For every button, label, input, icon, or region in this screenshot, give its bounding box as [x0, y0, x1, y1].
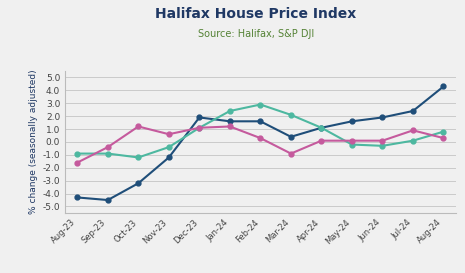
Monthly % Change	[135, 125, 141, 128]
3 Month on 3 Month
% Change	[349, 143, 355, 146]
Annual % Change	[197, 116, 202, 119]
3 Month on 3 Month
% Change	[288, 113, 294, 117]
Monthly % Change	[74, 161, 80, 164]
Annual % Change	[319, 126, 324, 129]
3 Month on 3 Month
% Change	[441, 130, 446, 133]
3 Month on 3 Month
% Change	[410, 139, 416, 142]
Line: 3 Month on 3 Month
% Change: 3 Month on 3 Month % Change	[75, 102, 446, 160]
Annual % Change	[74, 196, 80, 199]
Monthly % Change	[319, 139, 324, 142]
Annual % Change	[105, 198, 111, 202]
Monthly % Change	[258, 136, 263, 140]
Monthly % Change	[166, 133, 172, 136]
Annual % Change	[258, 120, 263, 123]
3 Month on 3 Month
% Change	[379, 144, 385, 147]
3 Month on 3 Month
% Change	[227, 109, 232, 113]
3 Month on 3 Month
% Change	[135, 156, 141, 159]
Text: Halifax House Price Index: Halifax House Price Index	[155, 7, 356, 21]
Annual % Change	[166, 156, 172, 159]
Annual % Change	[135, 182, 141, 185]
3 Month on 3 Month
% Change	[319, 126, 324, 129]
Monthly % Change	[227, 125, 232, 128]
3 Month on 3 Month
% Change	[166, 146, 172, 149]
3 Month on 3 Month
% Change	[258, 103, 263, 106]
3 Month on 3 Month
% Change	[197, 126, 202, 129]
Annual % Change	[288, 135, 294, 138]
Annual % Change	[441, 85, 446, 88]
Monthly % Change	[349, 139, 355, 142]
Monthly % Change	[197, 126, 202, 129]
3 Month on 3 Month
% Change	[74, 152, 80, 155]
Monthly % Change	[105, 146, 111, 149]
Line: Annual % Change: Annual % Change	[75, 84, 446, 203]
Monthly % Change	[379, 139, 385, 142]
Text: Source: Halifax, S&P DJI: Source: Halifax, S&P DJI	[198, 29, 314, 39]
Monthly % Change	[288, 152, 294, 155]
Annual % Change	[379, 116, 385, 119]
Annual % Change	[410, 109, 416, 113]
Y-axis label: % change (seasonally adjusted): % change (seasonally adjusted)	[29, 70, 39, 214]
Line: Monthly % Change: Monthly % Change	[75, 124, 446, 165]
3 Month on 3 Month
% Change	[105, 152, 111, 155]
Monthly % Change	[441, 136, 446, 140]
Annual % Change	[349, 120, 355, 123]
Annual % Change	[227, 120, 232, 123]
Monthly % Change	[410, 129, 416, 132]
